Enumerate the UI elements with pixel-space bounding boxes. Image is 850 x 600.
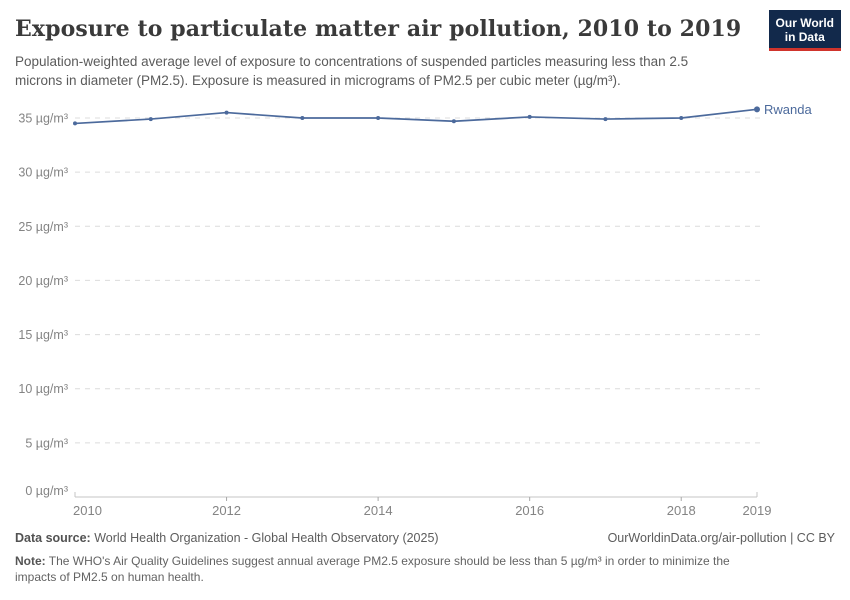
chart-plot-area: 0 µg/m³ 5 µg/m³ 10 µg/m³ 15 µg/m³ 20 µg/m³ 25…	[18, 102, 812, 518]
series-line-rwanda	[74, 108, 758, 125]
chart-note: Note: The WHO's Air Quality Guidelines s…	[15, 553, 753, 585]
y-axis-label-15: 15 µg/m³	[18, 328, 68, 342]
chart-footer: Data source: World Health Organization -…	[15, 531, 835, 545]
y-axis-label-25: 25 µg/m³	[18, 220, 68, 234]
data-source-text: World Health Organization - Global Healt…	[90, 531, 439, 545]
data-point-2013	[300, 116, 305, 120]
x-axis-label-2016: 2016	[515, 503, 544, 518]
x-axis-label-2019: 2019	[743, 503, 772, 518]
x-axis-label-2012: 2012	[212, 503, 241, 518]
y-axis-label-10: 10 µg/m³	[18, 382, 68, 396]
chart-title: Exposure to particulate matter air pollu…	[15, 16, 742, 42]
data-point-2016	[527, 114, 532, 119]
data-point-2010	[73, 121, 77, 126]
data-point-2015	[451, 119, 456, 124]
note-label: Note:	[15, 554, 46, 568]
x-axis-label-2014: 2014	[364, 503, 393, 518]
owid-url-link[interactable]: OurWorldinData.org/air-pollution | CC BY	[607, 531, 835, 545]
chart-subtitle: Population-weighted average level of exp…	[15, 54, 689, 88]
data-point-2019	[754, 106, 760, 113]
owid-logo-line2: in Data	[784, 30, 825, 44]
owid-logo-line1: Our World	[775, 16, 834, 30]
y-axis-label-35: 35 µg/m³	[18, 112, 68, 126]
data-source-label: Data source:	[15, 531, 91, 545]
owid-logo[interactable]: Our World in Data	[768, 10, 841, 51]
data-point-2012	[224, 110, 229, 115]
data-point-2017	[603, 117, 608, 122]
y-axis-label-20: 20 µg/m³	[18, 274, 68, 288]
y-axis-label-5: 5 µg/m³	[25, 436, 68, 450]
data-point-2011	[148, 117, 153, 122]
y-axis-label-30: 30 µg/m³	[18, 166, 68, 180]
x-axis-label-2010: 2010	[73, 503, 102, 518]
x-axis-label-2018: 2018	[667, 503, 696, 518]
data-point-2014	[376, 116, 381, 120]
note-text: The WHO's Air Quality Guidelines suggest…	[15, 554, 730, 584]
data-point-2018	[679, 116, 684, 120]
data-source-line: Data source: World Health Organization -…	[15, 531, 439, 545]
series-label-rwanda: Rwanda	[764, 102, 812, 117]
y-axis-label-0: 0 µg/m³	[25, 484, 68, 498]
